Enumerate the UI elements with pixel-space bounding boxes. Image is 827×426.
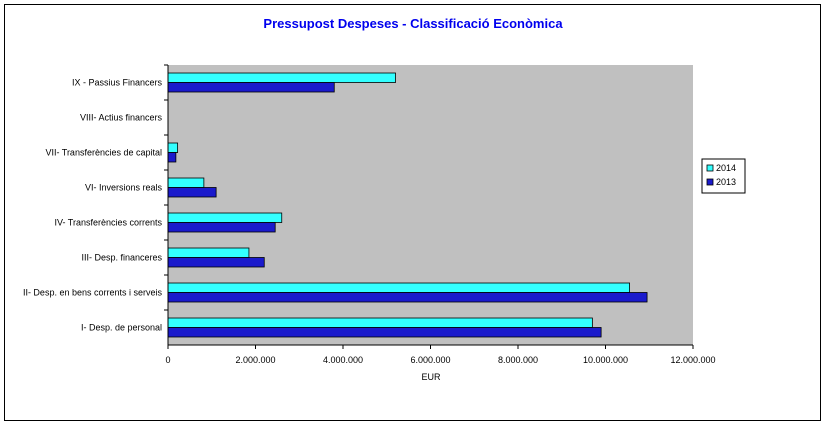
- bar-2013-0: [167, 82, 335, 93]
- bar-2013-6: [167, 292, 648, 303]
- x-tick-label-2: 4.000.000: [323, 355, 363, 365]
- y-tick-label-6: II- Desp. en bens corrents i serveis: [23, 288, 163, 298]
- bar-2013-3: [167, 187, 217, 198]
- bar-2014-2: [167, 142, 179, 153]
- bar-2014-4: [167, 212, 283, 223]
- bar-2014-6: [167, 282, 630, 293]
- legend-label-2014: 2014: [716, 163, 736, 173]
- bar-2014-7: [167, 317, 593, 328]
- y-tick-label-1: VIII- Actius financers: [80, 113, 163, 123]
- bar-2014-3: [167, 177, 205, 188]
- x-tick-label-1: 2.000.000: [235, 355, 275, 365]
- bar-2013-7: [167, 327, 602, 338]
- bar-2014-5: [167, 247, 250, 258]
- legend: 2014 2013: [701, 158, 746, 194]
- y-tick-label-5: III- Desp. financeres: [81, 253, 162, 263]
- x-tick-label-3: 6.000.000: [410, 355, 450, 365]
- chart-title: Pressupost Despeses - Classificació Econ…: [263, 16, 563, 31]
- legend-label-2013: 2013: [716, 177, 736, 187]
- y-tick-label-4: IV- Transferències corrents: [54, 218, 162, 228]
- legend-swatch-2014: [706, 164, 714, 172]
- x-tick-label-0: 0: [165, 355, 170, 365]
- bar-2013-4: [167, 222, 276, 233]
- legend-swatch-2013: [706, 178, 714, 186]
- x-tick-label-4: 8.000.000: [498, 355, 538, 365]
- bar-2013-5: [167, 257, 265, 268]
- x-tick-label-5: 10.000.000: [583, 355, 628, 365]
- plot-area: [168, 65, 693, 345]
- y-tick-label-0: IX - Passius Financers: [72, 78, 163, 88]
- x-axis-label: EUR: [421, 372, 441, 382]
- bar-2014-0: [167, 72, 396, 83]
- y-tick-label-2: VII- Transferències de capital: [45, 148, 162, 158]
- x-tick-label-6: 12.000.000: [670, 355, 715, 365]
- bar-2013-2: [167, 152, 177, 163]
- y-tick-label-7: I- Desp. de personal: [81, 323, 162, 333]
- y-tick-label-3: VI- Inversions reals: [85, 183, 163, 193]
